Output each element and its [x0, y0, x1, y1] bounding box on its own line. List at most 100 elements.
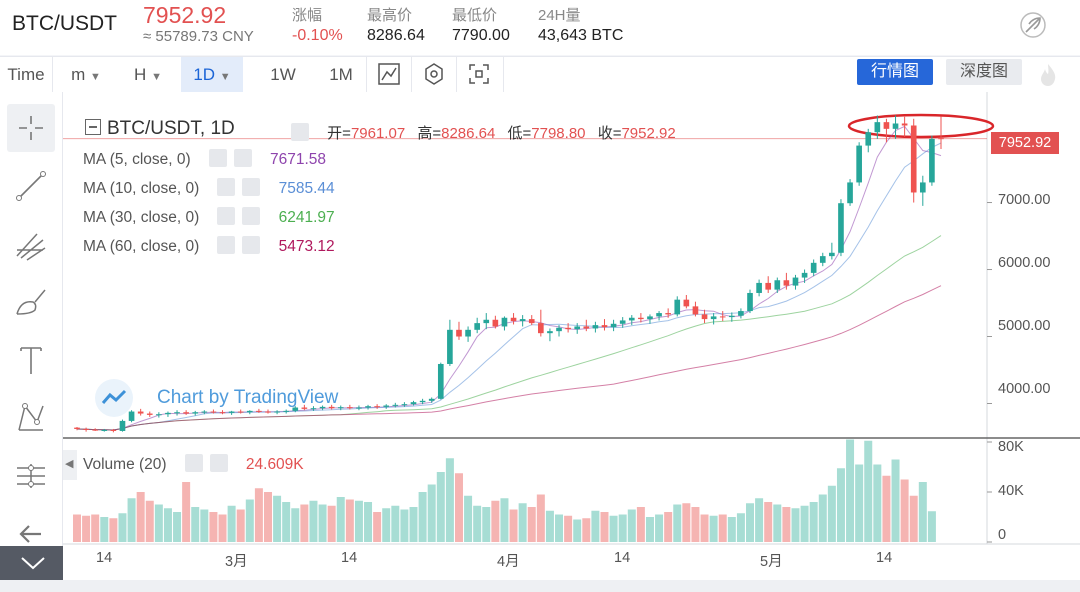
settings-hexagon-icon[interactable]	[414, 57, 454, 92]
volume-bar	[227, 505, 236, 542]
close-icon[interactable]	[233, 149, 252, 167]
candle-body	[165, 412, 171, 415]
candle-body	[619, 320, 626, 324]
volume-bar	[300, 504, 309, 542]
text-tool-icon[interactable]	[7, 336, 55, 384]
volume24h-label: 24H量	[538, 7, 581, 24]
volume-bar	[473, 505, 482, 542]
volume-bar	[800, 505, 809, 542]
interval-month-button[interactable]: 1M	[329, 65, 353, 84]
candle-body	[256, 410, 262, 412]
volume-bar	[391, 505, 400, 542]
candle-body	[337, 407, 344, 409]
settings-icon[interactable]	[208, 149, 227, 167]
chart-gridlines	[63, 92, 1080, 545]
pattern-icon[interactable]	[7, 394, 55, 442]
volume-bar	[364, 502, 373, 542]
volume-bar	[91, 514, 100, 542]
settings-icon[interactable]	[184, 454, 203, 472]
volume-bar	[136, 492, 145, 542]
interval-day-dropdown[interactable]: 1D ▼	[181, 57, 243, 92]
interval-minutes-dropdown[interactable]: m ▼	[58, 57, 114, 92]
depth-view-button[interactable]: 深度图	[946, 59, 1022, 85]
volume-bar	[536, 494, 545, 542]
candle-body	[237, 411, 244, 413]
candle-body	[510, 317, 517, 322]
divider	[52, 57, 53, 92]
volume-bar	[582, 518, 591, 542]
trendline-icon[interactable]	[7, 162, 55, 210]
close-icon[interactable]	[242, 178, 261, 196]
brush-icon[interactable]	[7, 278, 55, 326]
collapse-legend-icon[interactable]	[85, 119, 101, 135]
time-selector[interactable]: Time	[7, 65, 45, 84]
volume-bar	[454, 473, 463, 542]
price-tick-label: 4000.00	[998, 381, 1051, 397]
collapse-panel-button[interactable]	[0, 546, 66, 580]
close-icon[interactable]	[242, 236, 261, 254]
volume-bar	[464, 495, 473, 542]
close-value: 7952.92	[621, 125, 676, 142]
chart-area[interactable]: BTC/USDT, 1D 开=7961.07 高=8286.64 低=7798.…	[63, 92, 1080, 582]
candle-body	[110, 429, 117, 431]
tradingview-watermark[interactable]: Chart by TradingView	[95, 379, 339, 417]
candle-body	[538, 323, 544, 334]
volume-bar	[336, 497, 345, 542]
chart-view-button[interactable]: 行情图	[857, 59, 933, 85]
candle-body	[274, 411, 280, 413]
volume-bar	[154, 504, 163, 542]
high-value: 8286.64	[441, 125, 496, 142]
watermark-text: Chart by TradingView	[157, 387, 339, 408]
change-label: 涨幅	[292, 7, 323, 24]
favorite-leaf-icon[interactable]	[1018, 10, 1048, 40]
settings-icon[interactable]	[217, 236, 236, 254]
candle-body	[829, 252, 835, 257]
volume-bar	[445, 458, 454, 542]
candle-body	[701, 314, 708, 320]
interval-week-button[interactable]: 1W	[270, 65, 296, 84]
ma10-value: 7585.44	[278, 180, 335, 197]
candle-body	[665, 313, 671, 315]
back-arrow-icon[interactable]	[7, 510, 55, 558]
candle-body	[137, 411, 144, 414]
candlestick-series	[74, 115, 944, 433]
volume-bar	[682, 503, 691, 542]
open-label: 开=	[327, 125, 351, 142]
candle-body	[156, 414, 162, 416]
volume-bar	[755, 498, 764, 542]
ticker-header: BTC/USDT 7952.92 ≈ 55789.73 CNY 涨幅 -0.10…	[0, 0, 1080, 55]
last-price-tag: 7952.92	[991, 132, 1059, 154]
volume-bar	[182, 482, 191, 542]
candle-body	[356, 407, 362, 409]
candle-body	[519, 319, 526, 322]
settings-icon[interactable]	[291, 123, 309, 141]
settings-icon[interactable]	[217, 178, 236, 196]
close-icon[interactable]	[242, 207, 261, 225]
series-legend-main: BTC/USDT, 1D	[85, 118, 235, 140]
pitchfork-icon[interactable]	[7, 220, 55, 268]
candle-body	[146, 413, 153, 415]
fullscreen-icon[interactable]	[459, 57, 499, 92]
volume-bar	[245, 499, 254, 542]
price-chart[interactable]	[63, 92, 1080, 582]
volume-bar	[873, 464, 882, 542]
interval-day-label: 1D	[193, 65, 216, 84]
collapse-volume-handle[interactable]: ◀	[63, 450, 77, 480]
candle-body	[456, 329, 462, 337]
high-label: 最高价	[367, 7, 413, 24]
interval-hours-dropdown[interactable]: H ▼	[120, 57, 176, 92]
close-icon[interactable]	[209, 454, 228, 472]
series-title: BTC/USDT, 1D	[107, 118, 235, 139]
candle-body	[301, 407, 308, 409]
measure-icon[interactable]	[7, 452, 55, 500]
ma60-line	[76, 285, 942, 431]
candle-body	[910, 125, 917, 193]
candle-body	[265, 411, 271, 413]
crosshair-icon[interactable]	[7, 104, 55, 152]
volume-bar	[645, 517, 654, 542]
volume-label: Volume (20)	[83, 456, 167, 473]
candle-body	[892, 123, 899, 129]
volume-bar	[200, 509, 209, 542]
chart-style-icon[interactable]	[369, 57, 409, 92]
settings-icon[interactable]	[217, 207, 236, 225]
